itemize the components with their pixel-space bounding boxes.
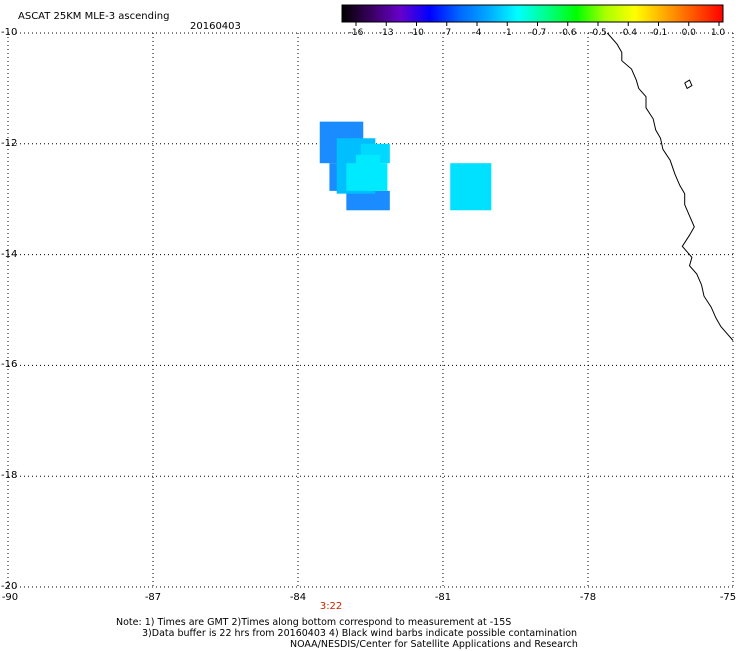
colorbar-tick-label: -13 xyxy=(378,28,394,38)
lat-lon-grid xyxy=(7,32,734,588)
lon-label: -75 xyxy=(719,592,737,603)
mle-cell xyxy=(356,154,381,169)
time-marker: 3:22 xyxy=(319,601,343,612)
note-line-2: 3)Data buffer is 22 hrs from 20160403 4)… xyxy=(142,628,578,639)
colorbar-tick-label: -7 xyxy=(442,28,452,38)
lon-label: -90 xyxy=(1,592,19,603)
map-plot xyxy=(7,32,734,588)
lat-label: -18 xyxy=(1,470,18,482)
mle-cell xyxy=(346,190,390,211)
colorbar-tick-label: -0.1 xyxy=(649,28,668,38)
map-title: ASCAT 25KM MLE-3 ascending xyxy=(18,11,170,22)
lat-label: -12 xyxy=(1,137,18,149)
colorbar-tick-label: 1.0 xyxy=(710,28,726,38)
lat-label: -16 xyxy=(1,359,18,371)
note-line-3: NOAA/NESDIS/Center for Satellite Applica… xyxy=(290,639,578,650)
island-outline xyxy=(684,79,693,90)
mle-cells xyxy=(319,121,492,211)
lon-label: -81 xyxy=(434,592,452,603)
lon-label: -84 xyxy=(289,592,307,603)
lat-label: -14 xyxy=(1,248,18,260)
colorbar-tick-label: -0.5 xyxy=(589,28,607,38)
colorbar xyxy=(341,4,724,26)
lon-label: -78 xyxy=(579,592,597,603)
mle-cell xyxy=(450,163,492,211)
note-line-1: Note: 1) Times are GMT 2)Times along bot… xyxy=(116,617,512,628)
colorbar-tick-label: -1 xyxy=(502,28,512,38)
lat-label: -20 xyxy=(1,581,18,592)
colorbar-tick-label: -0.7 xyxy=(528,28,547,38)
lon-label: -87 xyxy=(144,592,162,603)
map-date: 20160403 xyxy=(190,21,241,32)
lat-label: -10 xyxy=(1,27,18,38)
colorbar-tick-label: -0.6 xyxy=(558,28,577,38)
coastline xyxy=(606,32,734,341)
